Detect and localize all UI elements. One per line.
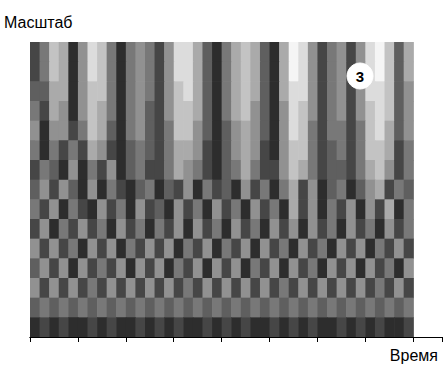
svg-text:Время: Время [390, 347, 438, 364]
svg-text:Масштаб: Масштаб [4, 14, 72, 31]
svg-text:3: 3 [356, 68, 364, 85]
